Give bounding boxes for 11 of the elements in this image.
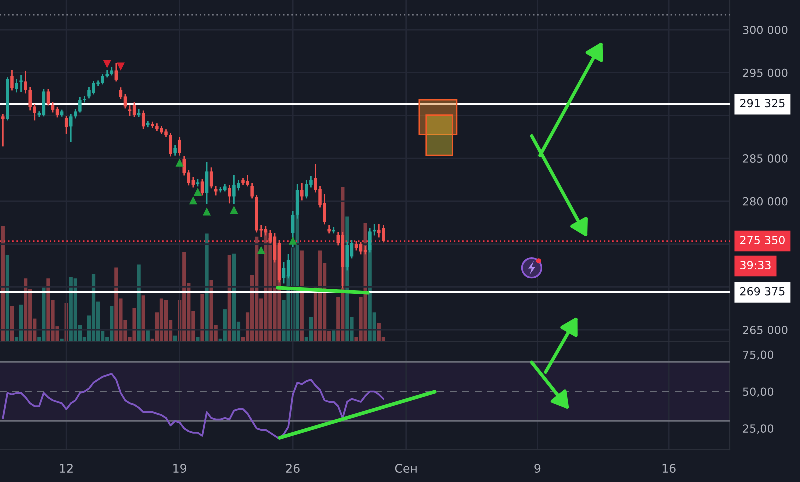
- candlestick: [46, 89, 50, 106]
- candlestick: [42, 89, 46, 117]
- bar: [1, 226, 5, 342]
- candlestick: [10, 70, 14, 91]
- bar: [19, 304, 24, 342]
- candlestick: [15, 79, 18, 93]
- candlestick: [2, 114, 5, 147]
- candlestick: [20, 75, 23, 92]
- candlestick: [24, 70, 28, 94]
- bar: [10, 306, 14, 342]
- bar: [6, 255, 10, 342]
